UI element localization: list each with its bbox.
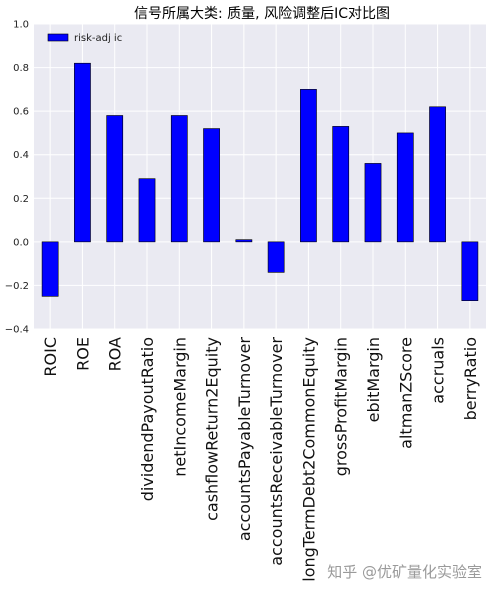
bar-ROA <box>106 115 124 243</box>
y-tick-label: 0.4 <box>13 150 29 161</box>
plot-area: 1.0 0.8 0.6 0.4 0.2 0.0 −0.2 −0.4 ROIC ROE ROA divi… <box>5 20 486 582</box>
x-tick-label: accruals <box>429 337 448 404</box>
bar-berryRatio <box>461 241 479 301</box>
legend: risk-adj ic <box>47 33 122 44</box>
watermark: 知乎 @优矿量化实验室 <box>327 563 482 581</box>
bar-netIncomeMargin <box>170 115 188 243</box>
bar-cashflowReturn2Equity <box>203 128 220 243</box>
x-tick-label: longTermDebt2CommonEquity <box>299 337 318 582</box>
x-tick-label: cashflowReturn2Equity <box>203 337 222 521</box>
x-tick-label: berryRatio <box>461 337 480 420</box>
bar-accountsReceivableTurnover <box>267 241 285 273</box>
x-tick-label: ROIC <box>41 337 60 377</box>
x-tick-label: netIncomeMargin <box>170 337 189 477</box>
x-tick-label: altmanZScore <box>396 337 415 449</box>
bar-dividendPayoutRatio <box>138 178 156 243</box>
y-tick-label: −0.2 <box>5 281 29 292</box>
x-tick-label: grossProfitMargin <box>332 337 351 476</box>
y-tick-label: 0.0 <box>13 237 29 248</box>
bar-ebitMargin <box>364 163 382 243</box>
bar-grossProfitMargin <box>332 126 350 243</box>
bar-longTermDebt2CommonEquity <box>300 89 317 243</box>
y-tick-label: 0.2 <box>13 194 29 205</box>
chart-title: 信号所属大类: 质量, 风险调整后IC对比图 <box>134 6 390 22</box>
bar-altmanZScore <box>396 132 414 243</box>
bar-ROIC <box>41 241 59 297</box>
x-tick-label: ROA <box>106 337 125 371</box>
legend-label: risk-adj ic <box>74 33 122 44</box>
y-tick-label: −0.4 <box>5 325 29 336</box>
y-tick-label: 0.8 <box>13 63 29 74</box>
x-tick-label: accountsReceivableTurnover <box>267 337 286 566</box>
bar-accountsPayableTurnover <box>235 239 253 243</box>
bar-accruals <box>429 106 446 243</box>
y-tick-label: 0.6 <box>13 107 29 118</box>
plot-background <box>34 24 486 329</box>
x-tick-label: ebitMargin <box>364 337 383 422</box>
y-tick-label: 1.0 <box>13 20 29 31</box>
x-tick-label: accountsPayableTurnover <box>235 337 254 542</box>
legend-swatch <box>47 33 69 42</box>
x-tick-label: ROE <box>73 337 92 371</box>
x-tick-label: dividendPayoutRatio <box>138 337 157 501</box>
bar-ROE <box>74 62 91 243</box>
